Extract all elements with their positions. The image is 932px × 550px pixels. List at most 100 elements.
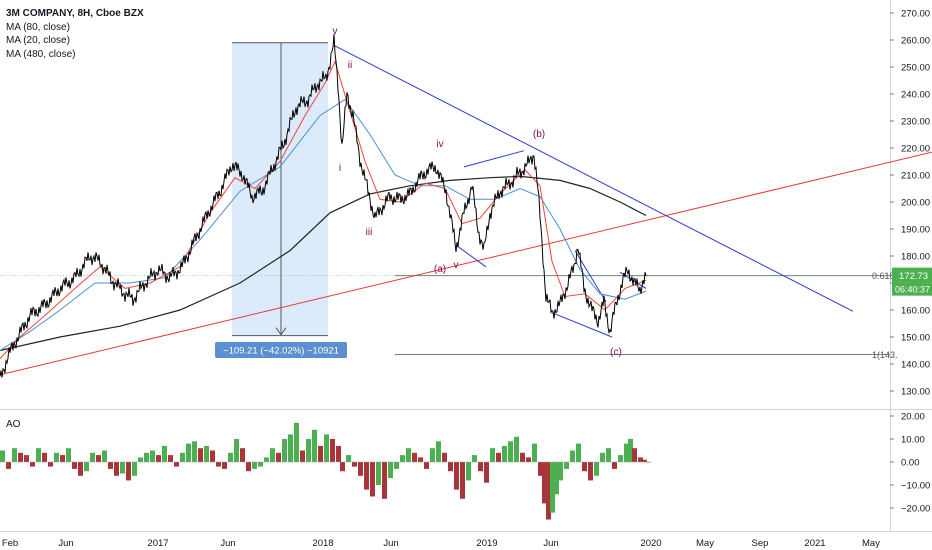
y-tick-label: 180.00: [901, 252, 930, 263]
ao-bar: [564, 462, 569, 469]
ao-bar: [84, 462, 89, 472]
ao-bar: [240, 448, 245, 462]
ao-bar: [144, 452, 149, 462]
ao-bar: [424, 462, 429, 469]
ao-bar: [168, 455, 173, 462]
wave-label-c: (c): [610, 347, 622, 358]
ao-tick-label: 20.00: [901, 412, 925, 423]
ao-bar: [318, 445, 323, 462]
ao-bar: [78, 462, 83, 476]
y-tick-label: 140.00: [901, 360, 930, 371]
ao-bar: [382, 462, 387, 499]
ao-bar: [612, 462, 617, 469]
ma80-line: [0, 98, 647, 351]
ao-bar: [538, 462, 543, 476]
ao-bar: [624, 443, 629, 462]
wave-label-iii: iii: [366, 227, 373, 238]
ao-bar: [300, 450, 305, 462]
wave-channel-low: [455, 244, 487, 268]
measure-label-box: [215, 342, 347, 358]
ao-bar: [138, 457, 143, 462]
ao-bar: [642, 459, 647, 462]
ao-bar: [478, 462, 483, 472]
ao-bar: [430, 448, 435, 462]
ao-bar: [210, 450, 215, 462]
y-tick-label: 130.00: [901, 387, 930, 398]
ao-bar: [514, 436, 519, 462]
ao-bar: [204, 445, 209, 462]
countdown-value: 06:40:37: [895, 285, 930, 295]
ao-bar: [632, 448, 637, 462]
ao-bar: [358, 462, 363, 476]
ao-bar: [582, 462, 587, 472]
x-tick-label: 2017: [147, 538, 168, 549]
symbol-title[interactable]: 3M COMPANY, 8H, Cboe BZX: [6, 8, 144, 19]
ao-tick-label: −20.00: [901, 504, 930, 515]
ao-bar: [18, 452, 23, 462]
ao-bar: [600, 452, 605, 462]
chart-legend: 3M COMPANY, 8H, Cboe BZX MA (80, close) …: [6, 7, 144, 61]
ao-bar: [496, 452, 501, 462]
ao-bar: [66, 448, 71, 462]
x-tick-label: 2019: [476, 538, 497, 549]
c-channel-low: [551, 312, 613, 338]
fib-1-label: 1(143.: [872, 350, 898, 360]
wave-label-a: (a): [434, 264, 446, 275]
legend-ma20[interactable]: MA (20, close): [6, 35, 70, 46]
ao-bar: [120, 462, 125, 474]
ao-bar: [364, 462, 369, 490]
ao-bar: [558, 462, 563, 481]
y-tick-label: 240.00: [901, 90, 930, 101]
ao-bar: [114, 462, 119, 476]
ao-bar: [594, 462, 599, 476]
ao-bar: [460, 462, 465, 499]
legend-ma480[interactable]: MA (480, close): [6, 48, 76, 60]
measure-arrow-head: [275, 327, 287, 336]
ao-bar: [306, 439, 311, 462]
ao-bar: [216, 462, 221, 467]
wave-channel-high: [463, 150, 525, 168]
measure-area: [232, 42, 328, 336]
ao-bar: [436, 441, 441, 462]
ao-bar: [638, 457, 643, 462]
ao-bar: [554, 462, 559, 495]
ao-bar: [60, 455, 65, 462]
x-tick-label: Jun: [383, 538, 398, 549]
ao-bar: [54, 452, 59, 462]
countdown-badge: [892, 282, 932, 296]
y-tick-label: 270.00: [901, 9, 930, 20]
ao-indicator-label[interactable]: AO: [6, 419, 21, 430]
ao-bar: [192, 441, 197, 462]
ao-bar: [264, 457, 269, 462]
ao-bar: [546, 462, 551, 520]
y-tick-label: 210.00: [901, 171, 930, 182]
x-tick-label: 2020: [640, 538, 661, 549]
ao-bar: [628, 439, 633, 462]
ao-bar: [340, 462, 345, 472]
ao-bar: [180, 452, 185, 462]
ao-bar: [42, 452, 47, 462]
ao-bar: [186, 443, 191, 462]
x-tick-label: 2021: [804, 538, 825, 549]
wave-label-b: (b): [533, 129, 545, 140]
ao-bar: [294, 422, 299, 462]
ao-bar: [502, 445, 507, 462]
ao-bar: [532, 443, 537, 462]
ao-bar: [48, 462, 53, 467]
ao-bar: [252, 462, 257, 469]
ao-bar: [102, 450, 107, 462]
x-tick-label: Sep: [752, 538, 769, 549]
ao-bar: [442, 452, 447, 462]
ao-bar: [400, 455, 405, 462]
ao-bar: [6, 462, 11, 469]
x-tick-label: May: [696, 538, 714, 549]
ao-bar: [288, 434, 293, 462]
blue-trendline-top: [333, 44, 854, 312]
ao-bar: [330, 439, 335, 462]
measure-label-text: −109.21 (−42.02%) −10921: [223, 346, 339, 357]
ao-bar: [570, 450, 575, 462]
ao-bar: [162, 445, 167, 462]
legend-ma80[interactable]: MA (80, close): [6, 21, 70, 33]
x-tick-label: May: [862, 538, 880, 549]
